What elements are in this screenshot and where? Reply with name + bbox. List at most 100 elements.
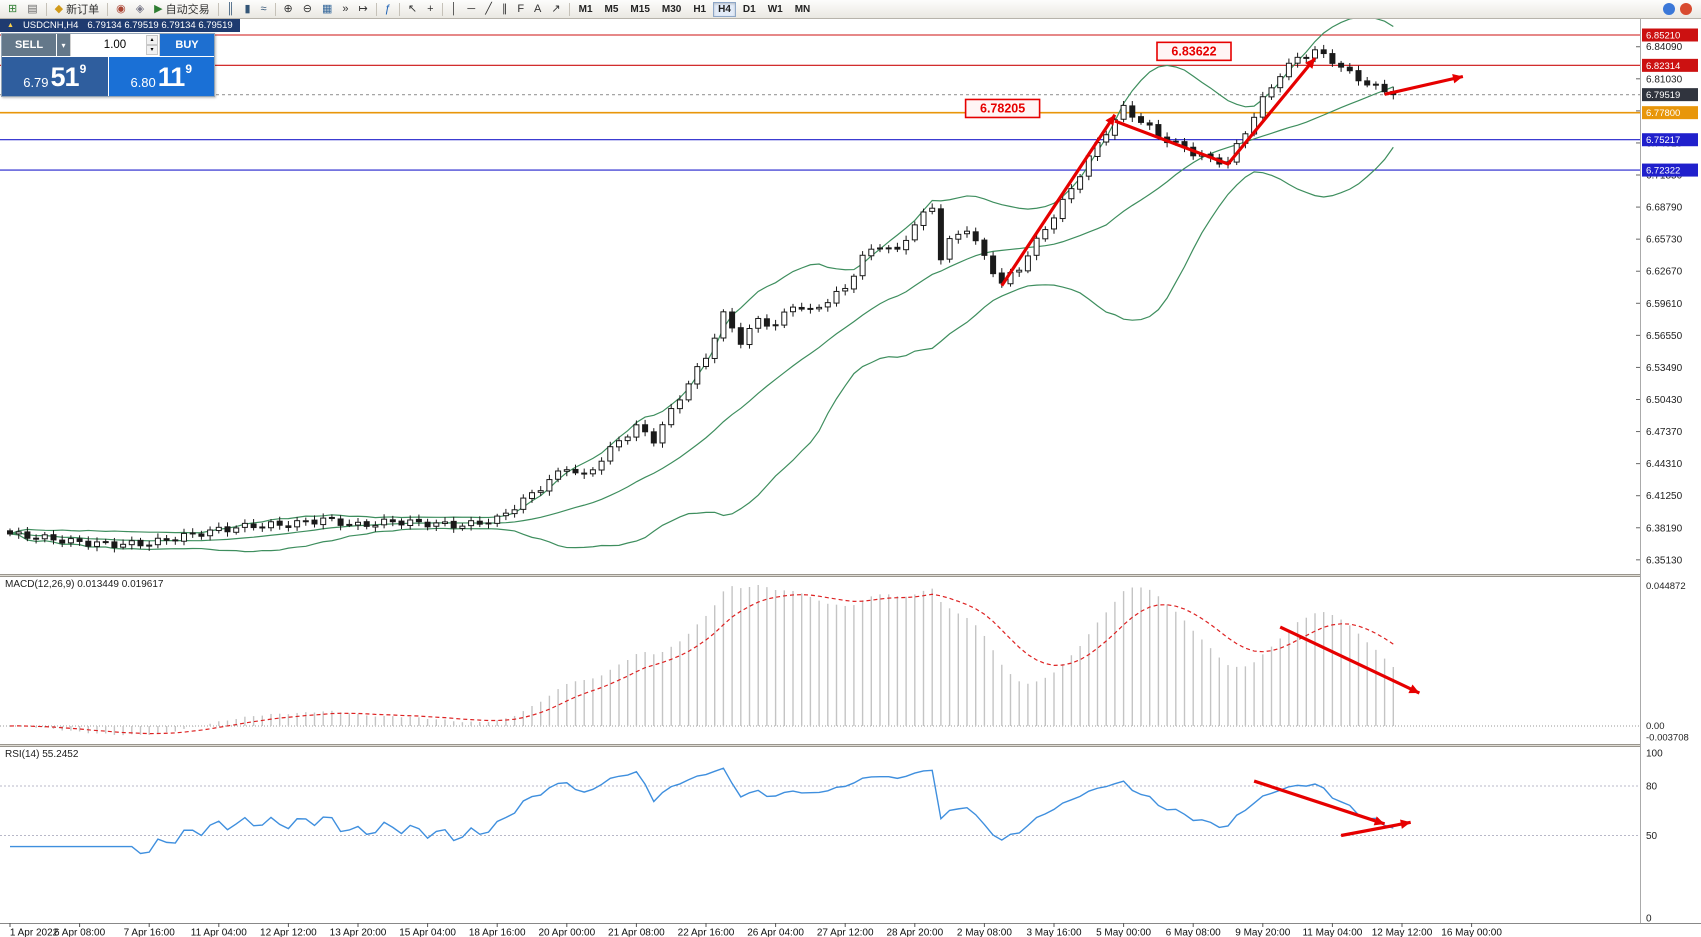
svg-text:6.72322: 6.72322 [1646, 166, 1680, 177]
timeframe-button-m1[interactable]: M1 [578, 3, 593, 15]
market-icon[interactable]: ◈ [131, 1, 149, 18]
community-status-icon[interactable] [1663, 3, 1675, 15]
zoom-in-icon[interactable]: ⊕ [279, 1, 298, 18]
timeframe-button-h1[interactable]: H1 [693, 3, 707, 15]
toolbar-separator [45, 2, 47, 16]
profiles-icon[interactable]: ▤ [22, 1, 42, 18]
volume-up-button[interactable]: ▴ [146, 35, 158, 45]
toolbar-separator [441, 2, 443, 16]
svg-text:11 May 04:00: 11 May 04:00 [1302, 928, 1362, 937]
toolbar-separator [107, 2, 109, 16]
toolbar-right-icons [1663, 3, 1698, 15]
market-icon: ◈ [135, 2, 145, 15]
cursor-icon[interactable]: ↖ [403, 1, 422, 18]
trade-options-dropdown[interactable]: ▾ [56, 34, 70, 56]
bollinger-bands [9, 19, 1394, 553]
timeframe-button-m30[interactable]: M30 [661, 3, 682, 15]
svg-text:12 Apr 12:00: 12 Apr 12:00 [260, 928, 317, 937]
channel-icon[interactable]: ∥ [497, 1, 513, 18]
arrow-object-icon: ↗ [551, 2, 561, 15]
volume-field: ▴ ▾ [70, 34, 160, 56]
volume-spinner: ▴ ▾ [146, 35, 158, 55]
sell-button[interactable]: SELL [2, 34, 56, 56]
trend-arrows[interactable] [1000, 57, 1464, 838]
svg-text:6.38190: 6.38190 [1646, 523, 1683, 534]
bar-chart-icon: ║ [226, 2, 235, 15]
vertical-line-icon[interactable]: │ [446, 1, 463, 18]
indicators-icon[interactable]: ƒ [380, 1, 396, 18]
new-chart-icon[interactable]: ⊞ [3, 1, 22, 18]
symbol-timeframe-label: USDCNH,H4 [22, 20, 79, 31]
text-label-icon[interactable]: A [529, 1, 546, 18]
horizontal-line-icon[interactable]: ─ [462, 1, 480, 18]
panel-separator[interactable] [0, 574, 1701, 577]
sell-price-button[interactable]: 6.79 51 9 [2, 57, 109, 96]
toolbar-separator [274, 2, 276, 16]
ohlc-readout: 6.79134 6.79519 6.79134 6.79519 [87, 20, 233, 31]
svg-text:-0.003708: -0.003708 [1646, 733, 1689, 744]
timeframe-button-mn[interactable]: MN [794, 3, 811, 15]
candlestick-chart-icon[interactable]: ▮ [239, 1, 255, 18]
price-axis[interactable]: 6.840906.810306.779706.749106.718506.687… [1636, 19, 1701, 925]
svg-text:6.56550: 6.56550 [1646, 331, 1683, 342]
trendline-icon[interactable]: ╱ [480, 1, 497, 18]
svg-text:21 Apr 08:00: 21 Apr 08:00 [608, 928, 665, 937]
buy-price-button[interactable]: 6.80 11 9 [108, 57, 214, 96]
new-order-button[interactable]: ◆ 新订单 [50, 1, 104, 18]
new-order-button: ◆ [54, 2, 64, 15]
svg-text:6 May 08:00: 6 May 08:00 [1166, 928, 1221, 937]
svg-text:6.41250: 6.41250 [1646, 491, 1683, 502]
timeframe-button-w1[interactable]: W1 [767, 3, 783, 15]
horizontal-level-lines[interactable] [0, 34, 1640, 171]
buy-price-sup: 9 [185, 62, 193, 76]
buy-price-main: 11 [157, 61, 186, 92]
arrow-object-icon[interactable]: ↗ [546, 1, 565, 18]
buy-price-prefix: 6.80 [130, 75, 156, 90]
autotrading-button[interactable]: ▶ 自动交易 [149, 1, 214, 18]
fibonacci-icon[interactable]: F [512, 1, 529, 18]
alerts-icon: ◉ [116, 2, 126, 15]
candlesticks [7, 44, 1397, 553]
panel-separator[interactable] [0, 744, 1701, 747]
svg-text:6.81030: 6.81030 [1646, 74, 1683, 85]
crosshair-icon: + [427, 2, 434, 15]
line-chart-icon[interactable]: ≈ [256, 1, 272, 18]
timeframe-button-d1[interactable]: D1 [742, 3, 756, 15]
chart-shift-icon[interactable]: ↦ [354, 1, 373, 18]
svg-text:1 Apr 2022: 1 Apr 2022 [10, 928, 59, 937]
connection-status-icon[interactable] [1680, 3, 1692, 15]
svg-text:6.85210: 6.85210 [1646, 31, 1680, 42]
channel-icon: ∥ [501, 2, 508, 15]
volume-down-button[interactable]: ▾ [146, 45, 158, 55]
bar-chart-icon[interactable]: ║ [222, 1, 240, 18]
timeframe-button-m5[interactable]: M5 [604, 3, 619, 15]
rsi-panel [0, 767, 1640, 855]
crosshair-icon[interactable]: + [422, 1, 438, 18]
svg-text:6.53490: 6.53490 [1646, 363, 1683, 374]
horizontal-line-icon: ─ [467, 2, 476, 15]
line-chart-icon: ≈ [260, 2, 267, 15]
price-callouts[interactable]: 6.78205 6.83622 [964, 41, 1232, 119]
buy-button[interactable]: BUY [160, 34, 214, 56]
svg-text:18 Apr 16:00: 18 Apr 16:00 [469, 928, 526, 937]
symbol-marker-icon: ▲ [7, 22, 14, 29]
svg-text:7 Apr 16:00: 7 Apr 16:00 [124, 928, 176, 937]
new-order-button-label: 新订单 [66, 4, 100, 16]
timeframe-button-m15[interactable]: M15 [630, 3, 650, 15]
timeframe-button-h4[interactable]: H4 [713, 1, 736, 17]
alerts-icon[interactable]: ◉ [111, 1, 131, 18]
auto-scroll-icon[interactable]: » [337, 1, 353, 18]
svg-text:0.00: 0.00 [1646, 721, 1665, 732]
autotrading-button: ▶ [154, 2, 163, 15]
svg-text:6.65730: 6.65730 [1646, 235, 1683, 246]
tile-windows-icon[interactable]: ▦ [317, 1, 337, 18]
one-click-trading-panel: SELL ▾ ▴ ▾ BUY 6.79 51 9 6.8 [1, 33, 215, 97]
macd-indicator-label: MACD(12,26,9) 0.013449 0.019617 [3, 579, 166, 590]
trendline-icon: ╱ [485, 2, 492, 15]
zoom-out-icon[interactable]: ⊖ [298, 1, 317, 18]
volume-input[interactable] [71, 34, 159, 56]
sell-price-prefix: 6.79 [23, 75, 49, 90]
